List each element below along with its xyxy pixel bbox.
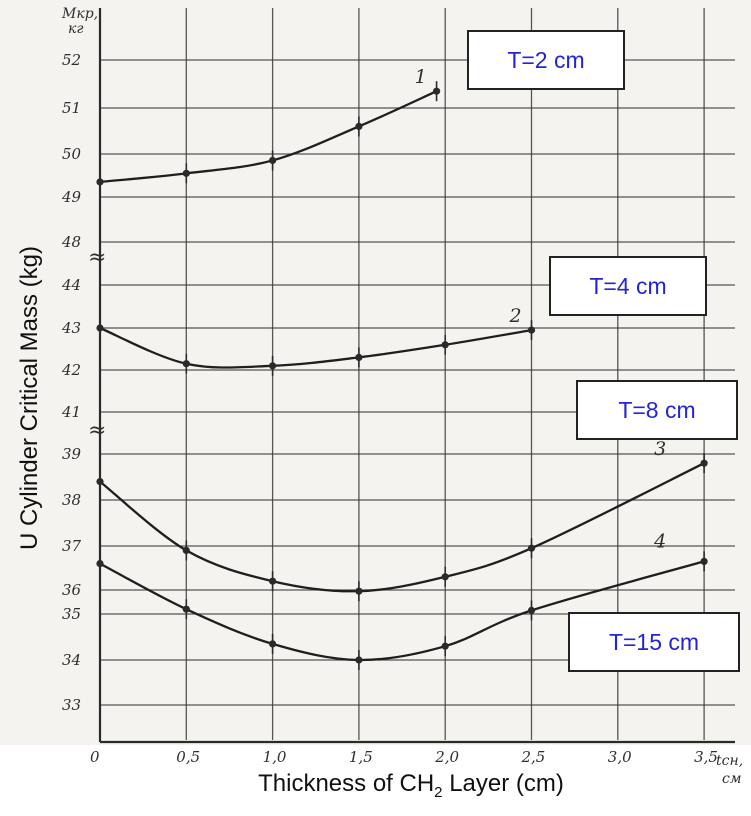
- y-tick-label: 35: [62, 605, 81, 623]
- legend-entry-series-4: T=15 cm: [568, 612, 740, 672]
- x-axis-unit: см: [722, 771, 741, 787]
- x-tick-label: 0: [90, 748, 100, 766]
- y-tick-labels: 52 51 50 49 48 44 43 42 41 39 38 37 36 35 34 33: [61, 51, 82, 714]
- y-tick-label: 39: [62, 445, 82, 463]
- y-tick-label: 50: [62, 145, 82, 163]
- y-tick-label: 42: [61, 361, 81, 379]
- y-tick-label: 48: [61, 233, 81, 251]
- series-line: [99, 326, 532, 369]
- y-axis-label: U Cylinder Critical Mass (kg): [16, 245, 43, 551]
- x-tick-label: 3,5: [694, 748, 718, 766]
- legend-entry-series-3: T=8 cm: [576, 380, 738, 440]
- x-tick-label: 2,0: [434, 748, 459, 766]
- x-tick-labels: 0 0,5 1,0 1,5 2,0 2,5 3,0 3,5: [90, 748, 718, 766]
- series-curve-label: 3: [654, 438, 666, 460]
- y-tick-label: 51: [62, 99, 81, 117]
- x-tick-label: 2,5: [521, 748, 546, 766]
- x-axis-label: Thickness of CH2 Layer (cm): [258, 770, 564, 801]
- axes: [98, 8, 735, 744]
- data-series: 1 2 3 4: [96, 66, 708, 670]
- legend-entry-series-1: T=2 cm: [467, 30, 625, 90]
- y-tick-label: 33: [62, 696, 81, 714]
- y-tick-label: 49: [61, 188, 82, 206]
- x-tick-label: 1,0: [263, 748, 287, 766]
- annotations: Mкр, кг tсн, см ≈ ≈: [61, 6, 743, 787]
- y-tick-label: 52: [62, 51, 81, 69]
- x-axis-symbol: tсн,: [716, 753, 743, 769]
- y-axis-symbol: Mкр,: [61, 6, 98, 22]
- y-tick-label: 37: [62, 537, 82, 555]
- x-tick-label: 1,5: [349, 748, 373, 766]
- y-tick-label: 41: [61, 403, 81, 421]
- y-tick-label: 36: [62, 581, 82, 599]
- legend-entry-series-2: T=4 cm: [549, 256, 707, 316]
- y-tick-label: 34: [62, 651, 81, 669]
- x-axis-label-text-end: Layer (cm): [442, 770, 564, 797]
- x-axis-label-text: Thickness of CH: [258, 770, 435, 797]
- y-tick-label: 38: [62, 491, 81, 509]
- x-tick-label: 3,0: [608, 748, 632, 766]
- series-curve-label: 4: [653, 530, 666, 552]
- y-axis-unit: кг: [68, 21, 83, 37]
- x-axis-label-subscript: 2: [434, 783, 443, 801]
- axis-break-symbol: ≈: [88, 245, 106, 270]
- y-tick-label: 44: [61, 276, 81, 294]
- x-tick-label: 0,5: [176, 748, 200, 766]
- y-tick-label: 43: [61, 319, 81, 337]
- axis-break-symbol: ≈: [88, 418, 106, 443]
- series-curve-label: 2: [509, 305, 522, 327]
- series-curve-label: 1: [415, 66, 427, 88]
